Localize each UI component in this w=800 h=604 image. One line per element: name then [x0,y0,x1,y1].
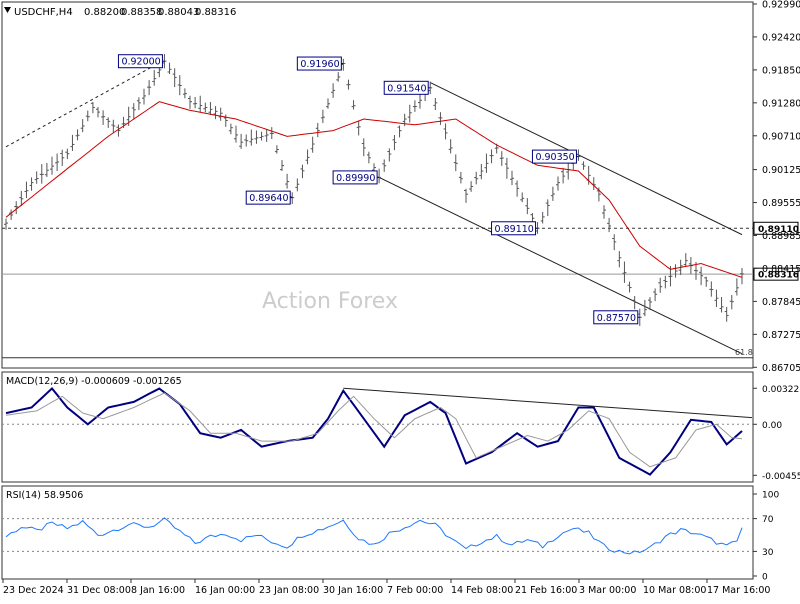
y-tick-label: 0.86705 [762,363,800,374]
macd-y-tick-label: 0.00322 [762,385,799,395]
symbol-label: USDCHF,H4 [14,7,73,18]
moving-average-line [5,101,743,278]
y-tick-label: 0.87275 [762,330,800,341]
x-tick-label: 23 Dec 2024 [3,585,64,596]
y-tick-label: 0.92420 [762,32,800,43]
x-tick-label: 8 Jan 16:00 [131,585,185,596]
trend-channel-line [378,176,743,355]
main-panel-frame [1,1,754,369]
x-tick-label: 21 Feb 16:00 [515,585,577,596]
rsi-title: RSI(14) 58.9506 [6,490,83,501]
y-tick-label: 0.89555 [762,198,800,209]
level-price-box [753,221,799,235]
macd-y-tick-label: 0.00 [762,421,782,431]
x-tick-label: 23 Jan 08:00 [259,585,319,596]
y-tick-label: 0.90125 [762,165,800,176]
x-tick-label: 30 Jan 16:00 [323,585,383,596]
macd-y-tick-label: -0.004559 [762,472,800,482]
x-tick-label: 10 Mar 08:00 [643,585,706,596]
y-tick-label: 0.88415 [762,264,800,275]
x-tick-label: 7 Feb 00:00 [387,585,443,596]
macd-panel-frame [1,371,754,483]
macd-trendline [343,387,753,419]
ohlc-low: 0.88043 [158,7,199,18]
ohlc-close: 0.88316 [195,7,236,18]
x-tick-label: 3 Mar 00:00 [579,585,636,596]
y-tick-label: 0.91280 [762,98,800,109]
y-tick-label: 0.90710 [762,131,800,142]
fib-label: 61.8 [735,348,753,357]
level-price-label: 0.88316 [758,271,799,281]
ohlc-high: 0.88358 [121,7,162,18]
rsi-y-tick-label: 0 [762,573,768,583]
x-tick-label: 16 Jan 00:00 [195,585,255,596]
price-label-text: 0.91540 [387,83,426,94]
price-label-text: 0.90350 [535,152,574,163]
macd-signal-line [5,392,743,468]
price-label-text: 0.87570 [597,313,636,324]
rsi-line [5,517,743,555]
rsi-panel-frame [1,485,754,580]
rsi-y-tick-label: 30 [762,548,774,558]
y-tick-label: 0.87845 [762,297,800,308]
y-tick-label: 0.88985 [762,231,800,242]
level-price-label: 0.89110 [758,225,799,235]
dropdown-arrow-icon[interactable] [4,7,11,13]
x-tick-label: 31 Dec 08:00 [67,585,131,596]
price-label-text: 0.89990 [336,173,375,184]
price-label-text: 0.92000 [121,57,160,68]
y-tick-label: 0.91850 [762,65,800,76]
price-label-text: 0.91960 [300,59,339,70]
x-tick-label: 17 Mar 16:00 [707,585,770,596]
price-label-text: 0.89640 [249,193,288,204]
y-tick-label: 0.92990 [762,0,800,11]
price-label-text: 0.89110 [495,224,534,235]
macd-line [5,387,743,476]
watermark: Action Forex [262,289,398,314]
trend-channel-line [430,82,743,236]
macd-title: MACD(12,26,9) -0.000609 -0.001265 [6,376,182,387]
rsi-y-tick-label: 100 [762,491,779,501]
trend-channel-line [5,59,165,148]
rsi-y-tick-label: 70 [762,515,774,525]
level-price-box [753,267,799,281]
ohlc-open: 0.88200 [84,7,125,18]
x-tick-label: 14 Feb 08:00 [451,585,513,596]
